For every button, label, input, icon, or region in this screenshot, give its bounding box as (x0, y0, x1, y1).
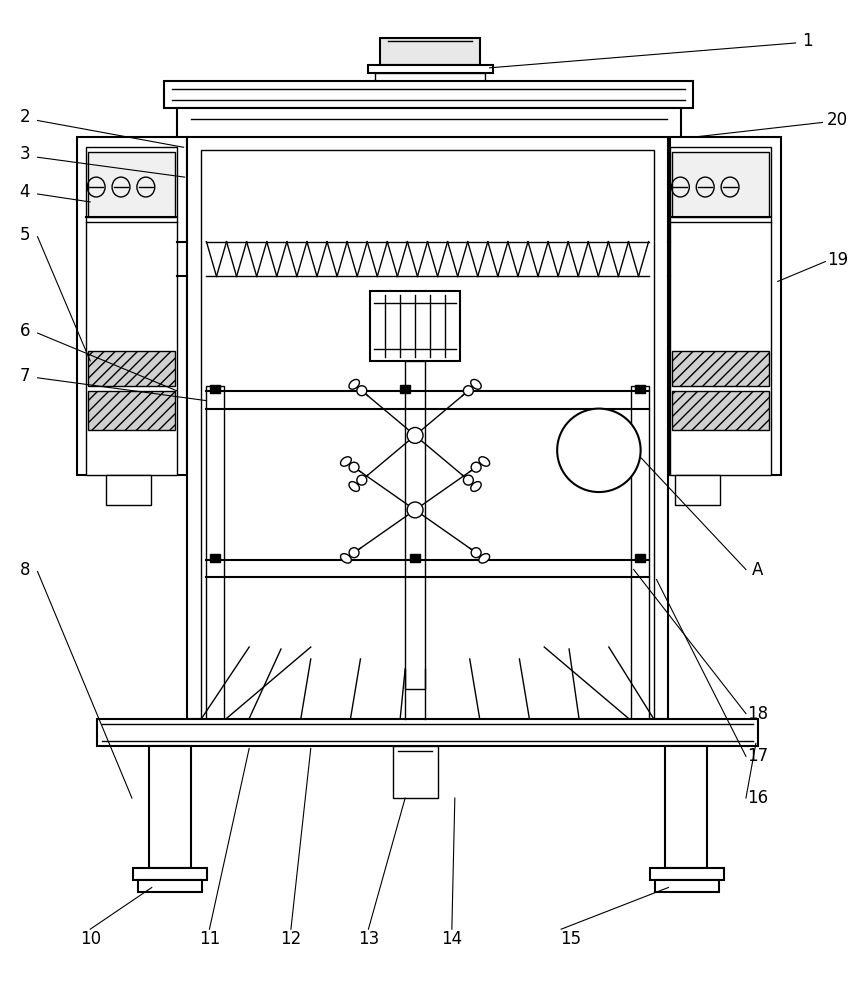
Bar (375, 73, 485, 81)
Bar (380, 38, 480, 65)
Bar (666, 746, 707, 868)
Bar (635, 385, 644, 393)
Text: 3: 3 (20, 145, 30, 163)
Bar (400, 385, 410, 393)
Bar (97, 719, 758, 746)
Circle shape (557, 409, 641, 492)
Text: A: A (752, 561, 764, 579)
Bar (655, 880, 719, 892)
Circle shape (463, 386, 474, 396)
Text: 6: 6 (20, 322, 30, 340)
Text: 8: 8 (20, 561, 30, 579)
Bar (138, 880, 202, 892)
Bar (673, 351, 769, 386)
Bar (410, 554, 420, 562)
Text: 14: 14 (441, 930, 462, 948)
Circle shape (357, 475, 366, 485)
Text: 18: 18 (747, 705, 769, 723)
Circle shape (463, 475, 474, 485)
Bar (164, 81, 693, 108)
Bar (87, 147, 177, 475)
Circle shape (349, 462, 359, 472)
Circle shape (408, 502, 423, 518)
Bar (88, 351, 175, 386)
Ellipse shape (471, 379, 481, 389)
Bar (186, 137, 668, 719)
Bar (371, 291, 460, 361)
Text: 12: 12 (281, 930, 301, 948)
Text: 5: 5 (20, 226, 30, 244)
Circle shape (471, 548, 481, 558)
Bar (106, 475, 151, 505)
Bar (210, 554, 221, 562)
Bar (88, 152, 175, 217)
Text: 4: 4 (20, 183, 30, 201)
Ellipse shape (471, 482, 481, 491)
Bar (670, 147, 770, 475)
Text: 11: 11 (199, 930, 220, 948)
Circle shape (349, 548, 359, 558)
Bar (207, 386, 224, 719)
Bar (405, 361, 425, 689)
Text: 16: 16 (747, 789, 769, 807)
Ellipse shape (349, 379, 360, 389)
Text: 1: 1 (802, 32, 813, 50)
Bar (393, 746, 438, 798)
Text: 17: 17 (747, 747, 769, 765)
Ellipse shape (349, 482, 360, 491)
Text: 7: 7 (20, 367, 30, 385)
Bar (77, 137, 186, 475)
Bar (631, 386, 649, 719)
Text: 13: 13 (358, 930, 379, 948)
Text: 20: 20 (827, 111, 848, 129)
Text: 2: 2 (20, 108, 30, 126)
Text: 19: 19 (827, 251, 848, 269)
Bar (368, 65, 492, 73)
Bar (177, 108, 681, 242)
Bar (133, 868, 208, 880)
Bar (675, 475, 720, 505)
Bar (210, 385, 221, 393)
Bar (650, 868, 724, 880)
Bar (635, 554, 644, 562)
Bar (673, 391, 769, 430)
Circle shape (408, 427, 423, 443)
Text: 10: 10 (80, 930, 100, 948)
Text: 15: 15 (560, 930, 582, 948)
Ellipse shape (341, 457, 351, 466)
Bar (670, 137, 781, 475)
Circle shape (357, 386, 366, 396)
Ellipse shape (479, 457, 490, 466)
Bar (202, 150, 654, 719)
Ellipse shape (479, 554, 490, 563)
Bar (673, 152, 769, 217)
Ellipse shape (341, 554, 351, 563)
Bar (88, 391, 175, 430)
Bar (148, 746, 190, 868)
Circle shape (471, 462, 481, 472)
